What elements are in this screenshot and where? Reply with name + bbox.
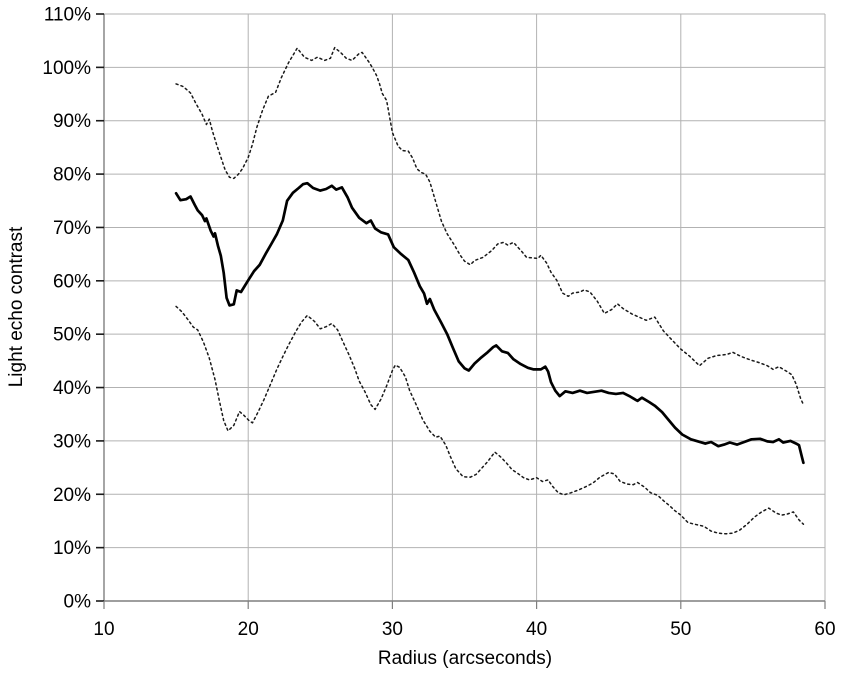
x-tick-label: 40 [526,619,547,640]
series-path-light-echo-contrast [174,181,805,465]
y-tick-label: 100% [42,58,91,79]
y-tick-label: 20% [53,485,91,506]
x-tick-label: 30 [382,619,403,640]
x-tick-label: 50 [670,619,691,640]
series-path-upper-envelope [175,46,805,406]
y-tick-label: 40% [53,378,91,399]
x-tick-label: 60 [814,619,835,640]
y-tick-label: 90% [53,111,91,132]
y-tick-label: 80% [53,165,91,186]
y-tick-label: 10% [53,538,91,559]
x-tick-label: 10 [93,619,114,640]
series-path-lower-envelope [175,305,805,535]
y-tick-label: 60% [53,271,91,292]
x-tick-label: 20 [238,619,259,640]
y-tick-label: 110% [44,5,91,26]
y-tick-label: 50% [53,325,91,346]
y-tick-label: 30% [53,431,91,452]
y-axis-title: Light echo contrast [6,226,27,388]
x-axis-title: Radius (arcseconds) [377,648,553,669]
y-tick-label: 0% [64,592,92,613]
y-tick-label: 70% [53,218,91,239]
